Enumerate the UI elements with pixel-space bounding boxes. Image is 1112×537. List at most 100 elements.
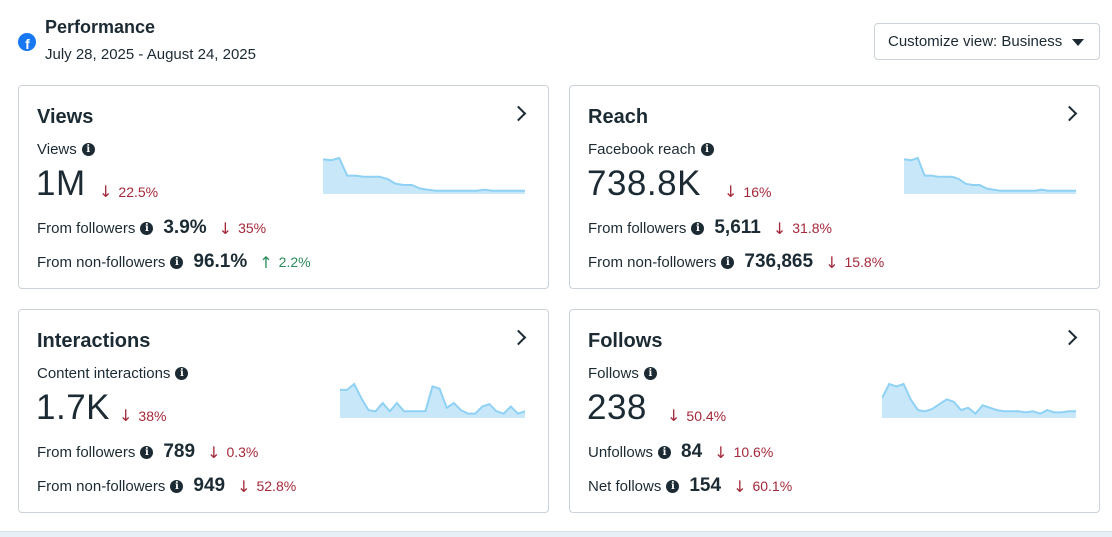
info-icon[interactable]: i bbox=[170, 255, 184, 269]
info-icon[interactable]: i bbox=[140, 221, 154, 235]
card-title: Views bbox=[37, 106, 94, 128]
row-change-value: 60.1% bbox=[752, 478, 793, 494]
info-icon[interactable]: i bbox=[81, 143, 95, 156]
sub-row-non-followers: From non-followers i 736,865 ↓ 15.8% bbox=[588, 251, 884, 273]
interactions-card[interactable]: Interactions Content interactions i 1.7K… bbox=[18, 309, 549, 513]
sparkline-area bbox=[323, 158, 525, 194]
row-label: From non-followers bbox=[588, 253, 717, 271]
sparkline-line bbox=[340, 382, 525, 415]
row-value: 154 bbox=[689, 475, 722, 496]
arrow-down-icon: ↓ bbox=[733, 476, 747, 496]
metric-change: ↓ 16% bbox=[724, 182, 771, 201]
metric-change-value: 16% bbox=[743, 183, 772, 200]
info-icon[interactable]: i bbox=[140, 445, 154, 459]
metric-label-text: Facebook reach bbox=[588, 141, 696, 158]
row-value: 84 bbox=[681, 441, 703, 462]
follows-card[interactable]: Follows Follows i 238 ↓ 50.4% Unfollows … bbox=[569, 309, 1100, 513]
row-change-value: 10.6% bbox=[733, 444, 774, 460]
sparkline-chart bbox=[323, 156, 525, 194]
metric-label-text: Content interactions bbox=[37, 365, 171, 382]
metric-change: ↓ 38% bbox=[119, 406, 166, 425]
metric-change: ↓ 50.4% bbox=[667, 406, 726, 425]
info-icon[interactable]: i bbox=[175, 367, 189, 380]
arrow-down-icon: ↓ bbox=[724, 182, 738, 201]
metric-label: Views i bbox=[37, 141, 95, 158]
metric-change: ↓ 22.5% bbox=[99, 182, 158, 201]
info-icon[interactable]: i bbox=[691, 221, 705, 235]
reach-card[interactable]: Reach Facebook reach i 738.8K ↓ 16% From… bbox=[569, 85, 1100, 289]
sub-row-net-follows: Net follows i 154 ↓ 60.1% bbox=[588, 475, 792, 497]
sparkline-area bbox=[340, 384, 525, 418]
row-label: Unfollows bbox=[588, 443, 654, 461]
row-change: ↓ 10.6% bbox=[714, 443, 773, 462]
chevron-right-icon[interactable] bbox=[1061, 105, 1078, 122]
row-label: From followers bbox=[37, 443, 136, 461]
sub-row-non-followers: From non-followers i 949 ↓ 52.8% bbox=[37, 475, 296, 497]
row-change: ↓ 52.8% bbox=[237, 477, 296, 496]
page-title: Performance bbox=[45, 17, 156, 37]
row-label: From followers bbox=[37, 219, 136, 237]
arrow-down-icon: ↓ bbox=[825, 252, 839, 272]
row-change-value: 15.8% bbox=[844, 254, 885, 270]
row-label: Net follows bbox=[588, 477, 662, 495]
row-value: 3.9% bbox=[163, 217, 207, 238]
row-change-value: 0.3% bbox=[226, 444, 259, 460]
row-change: ↓ 0.3% bbox=[207, 443, 258, 462]
arrow-down-icon: ↓ bbox=[772, 218, 787, 238]
info-icon[interactable]: i bbox=[658, 445, 672, 459]
sub-row-followers: From followers i 5,611 ↓ 31.8% bbox=[588, 217, 832, 239]
facebook-icon: f bbox=[18, 33, 36, 52]
metric-change-value: 50.4% bbox=[686, 407, 727, 424]
info-icon[interactable]: i bbox=[666, 479, 680, 493]
sparkline-chart bbox=[340, 382, 525, 418]
sparkline-line bbox=[904, 156, 1076, 192]
sparkline-line bbox=[882, 382, 1076, 415]
row-change: ↓ 31.8% bbox=[773, 219, 832, 238]
info-icon[interactable]: i bbox=[170, 479, 184, 493]
chevron-right-icon[interactable] bbox=[510, 329, 527, 346]
row-label: From followers bbox=[588, 219, 687, 237]
sub-row-followers: From followers i 789 ↓ 0.3% bbox=[37, 441, 258, 463]
sparkline-line bbox=[323, 156, 525, 192]
row-label: From non-followers bbox=[37, 253, 166, 271]
arrow-down-icon: ↓ bbox=[237, 476, 251, 496]
row-change: ↓ 35% bbox=[219, 219, 266, 238]
card-title: Follows bbox=[588, 330, 663, 352]
metric-change-value: 22.5% bbox=[118, 183, 159, 200]
customize-view-dropdown[interactable]: Customize view: Business bbox=[874, 23, 1100, 60]
info-icon[interactable]: i bbox=[721, 255, 735, 269]
metric-value: 238 bbox=[587, 388, 647, 427]
metric-value: 738.8K bbox=[587, 164, 701, 203]
sparkline-area bbox=[904, 158, 1076, 194]
row-value: 5,611 bbox=[714, 217, 761, 238]
arrow-down-icon: ↓ bbox=[218, 218, 233, 238]
row-change-value: 35% bbox=[238, 220, 267, 236]
arrow-down-icon: ↓ bbox=[667, 406, 681, 425]
chevron-right-icon[interactable] bbox=[510, 105, 527, 122]
page-header: f Performance July 28, 2025 - August 24,… bbox=[0, 0, 1112, 80]
info-icon[interactable]: i bbox=[700, 143, 714, 156]
row-value: 736,865 bbox=[744, 251, 814, 272]
arrow-down-icon: ↓ bbox=[714, 442, 728, 462]
date-range: July 28, 2025 - August 24, 2025 bbox=[45, 46, 256, 63]
sub-row-followers: From followers i 3.9% ↓ 35% bbox=[37, 217, 266, 239]
metric-value: 1M bbox=[36, 164, 86, 203]
sparkline-chart bbox=[904, 156, 1076, 194]
metric-label: Follows i bbox=[588, 365, 657, 382]
views-card[interactable]: Views Views i 1M ↓ 22.5% From followers … bbox=[18, 85, 549, 289]
row-value: 789 bbox=[163, 441, 196, 462]
metric-value: 1.7K bbox=[36, 388, 110, 427]
info-icon[interactable]: i bbox=[643, 367, 657, 380]
chevron-right-icon[interactable] bbox=[1061, 329, 1078, 346]
sparkline-chart bbox=[882, 382, 1076, 418]
row-value: 96.1% bbox=[193, 251, 248, 272]
metric-label: Facebook reach i bbox=[588, 141, 714, 158]
arrow-down-icon: ↓ bbox=[119, 406, 133, 425]
row-label: From non-followers bbox=[37, 477, 166, 495]
row-change-value: 52.8% bbox=[256, 478, 297, 494]
row-change: ↓ 15.8% bbox=[825, 253, 884, 272]
row-change: ↓ 60.1% bbox=[733, 477, 792, 496]
card-title: Interactions bbox=[37, 330, 151, 352]
row-value: 949 bbox=[193, 475, 226, 496]
arrow-down-icon: ↓ bbox=[99, 182, 113, 201]
